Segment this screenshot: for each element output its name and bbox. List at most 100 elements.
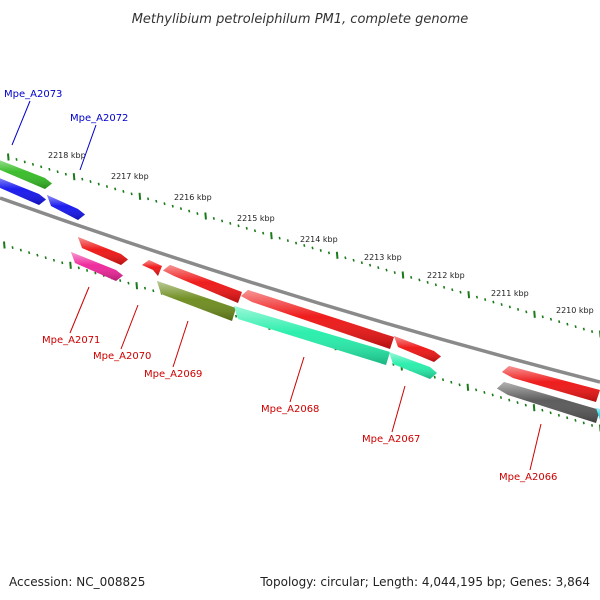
scale-tick: [28, 251, 31, 255]
scale-tick: [44, 256, 47, 260]
scale-tick-label: 2215 kbp: [237, 214, 275, 223]
scale-tick: [516, 307, 520, 311]
scale-tick: [85, 268, 89, 272]
leader-mpe-a2069: [172, 320, 189, 368]
scale-tick: [294, 241, 298, 245]
leader-mpe-a2073: [11, 100, 31, 146]
scale-tick: [549, 317, 553, 321]
scale-tick: [499, 396, 503, 399]
scale-tick: [40, 165, 43, 169]
gene-bar-mpe-a2067-shading: [389, 352, 437, 379]
scale-tick: [377, 266, 380, 270]
gene-features: [0, 160, 600, 423]
scale-tick-labels: 2218 kbp 2217 kbp 2216 kbp 2215 kbp 2214 kbp…: [48, 151, 594, 315]
scale-tick: [458, 383, 461, 387]
scale-tick: [64, 172, 67, 176]
gene-bar-red-1-shading: [78, 237, 128, 265]
scale-tick: [245, 226, 248, 230]
scale-tick: [61, 261, 64, 265]
scale-tick: [146, 197, 150, 201]
scale-tick: [574, 418, 577, 422]
scale-tick: [253, 229, 257, 233]
scale-tick: [220, 219, 224, 223]
scale-tick-label: 2217 kbp: [111, 172, 149, 181]
scale-tick: [127, 281, 130, 285]
scale-tick: [475, 295, 479, 299]
scale-tick: [52, 258, 56, 262]
scale-tick: [344, 256, 347, 260]
scale-tick: [69, 261, 72, 269]
scale-tick: [286, 239, 289, 243]
scale-tick: [441, 378, 445, 382]
scale-tick: [541, 315, 544, 319]
gene-bar-mpe-a2066-shading: [497, 382, 600, 423]
scale-tick: [163, 202, 166, 206]
scale-tick: [566, 322, 569, 326]
scale-tick: [138, 192, 142, 200]
scale-tick: [204, 212, 207, 220]
scale-tick: [557, 413, 560, 417]
scale-tick: [450, 380, 453, 384]
map-title: Methylibium petroleiphilum PM1, complete…: [132, 12, 469, 27]
scale-tick: [418, 278, 421, 282]
scale-tick: [31, 162, 35, 166]
scale-tick: [303, 244, 306, 247]
scale-tick: [352, 258, 355, 262]
scale-tick-label: 2214 kbp: [300, 235, 338, 244]
scale-tick: [3, 241, 6, 249]
leader-mpe-a2068: [289, 356, 305, 403]
gene-bar-red-2-shading: [142, 260, 162, 276]
scale-tick: [23, 160, 26, 164]
scale-tick: [467, 291, 471, 299]
scale-tick: [385, 268, 388, 272]
gene-label-mpe-a2070: Mpe_A2070: [93, 351, 151, 362]
scale-tick: [508, 398, 511, 402]
label-leaders: [11, 100, 542, 471]
gene-bar-red-4-shading: [241, 290, 394, 349]
scale-tick: [262, 231, 265, 235]
scale-tick: [94, 271, 97, 275]
scale-tick: [500, 303, 503, 306]
scale-tick: [152, 289, 155, 293]
scale-tick-label: 2210 kbp: [556, 306, 594, 315]
scale-tick: [119, 279, 122, 283]
scale-tick: [72, 173, 76, 181]
scale-tick: [590, 424, 594, 427]
scale-tick: [466, 383, 470, 391]
scale-tick: [135, 282, 139, 290]
scale-tick: [516, 401, 519, 405]
scale-tick: [582, 421, 585, 425]
scale-tick: [483, 390, 486, 394]
gene-label-mpe-a2066: Mpe_A2066: [499, 472, 557, 483]
leader-mpe-a2071: [69, 286, 90, 334]
leader-mpe-a2067: [391, 385, 406, 433]
scale-tick: [574, 325, 577, 329]
leader-mpe-a2072: [79, 124, 97, 171]
scale-tick: [558, 320, 561, 324]
scale-tick: [335, 251, 339, 259]
scale-tick: [327, 251, 331, 255]
scale-tick: [130, 192, 133, 196]
gene-label-mpe-a2072: Mpe_A2072: [70, 113, 128, 124]
scale-tick: [549, 411, 552, 415]
scale-tick: [582, 327, 585, 331]
scale-tick: [15, 158, 18, 161]
scale-tick: [491, 393, 494, 397]
scale-tick: [525, 310, 528, 314]
scale-tick: [532, 404, 536, 412]
scale-tick: [566, 416, 569, 420]
scale-tick: [48, 167, 51, 171]
scale-tick-label: 2216 kbp: [174, 193, 212, 202]
scale-tick-label: 2212 kbp: [427, 271, 465, 280]
genome-backbone: [0, 196, 600, 384]
gene-bar-mpe-a2068-shading: [234, 306, 390, 365]
scale-tick: [179, 207, 183, 211]
scale-tick: [459, 290, 462, 294]
scale-tick: [541, 408, 544, 412]
gene-label-mpe-a2068: Mpe_A2068: [261, 404, 319, 415]
leader-mpe-a2070: [120, 304, 139, 350]
scale-tick: [97, 182, 100, 186]
gene-labels: Mpe_A2073 Mpe_A2072 Mpe_A2071 Mpe_A2070 Mpe_…: [4, 89, 557, 483]
scale-tick: [393, 271, 396, 274]
